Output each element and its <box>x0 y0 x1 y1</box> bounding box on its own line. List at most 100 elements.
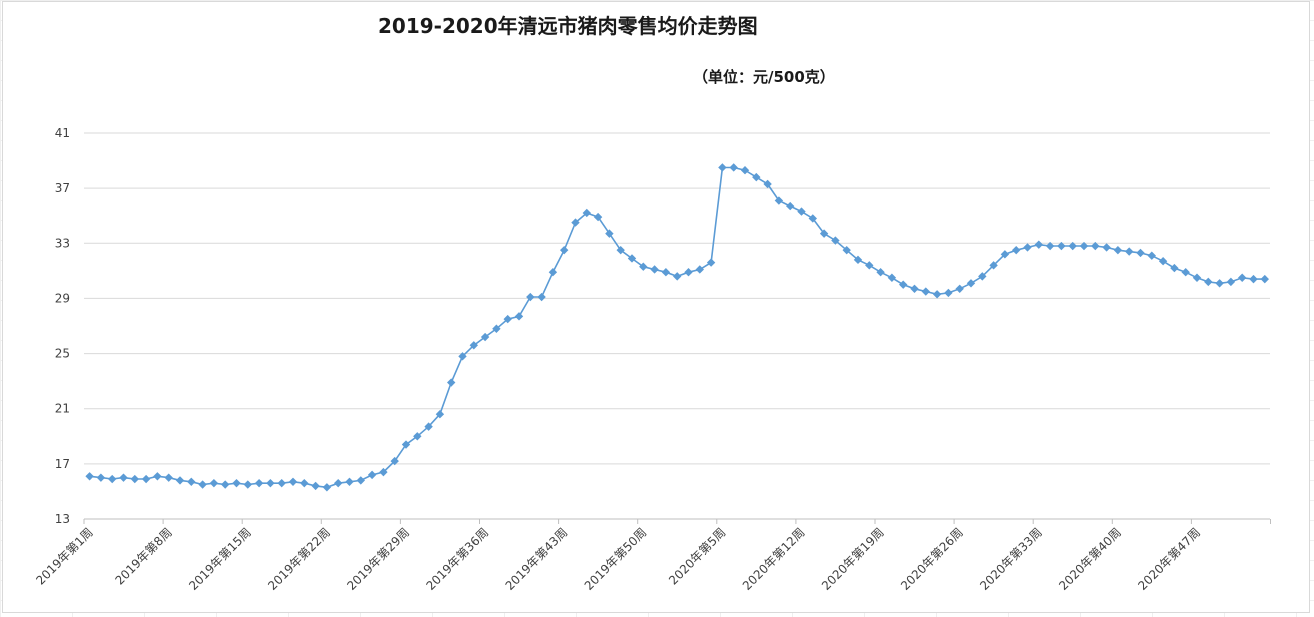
data-point[interactable] <box>141 474 151 484</box>
data-point[interactable] <box>1057 241 1066 251</box>
data-point[interactable] <box>153 472 162 481</box>
data-point[interactable] <box>1068 241 1077 251</box>
data-point[interactable] <box>966 279 976 288</box>
data-point[interactable] <box>740 166 750 175</box>
data-point[interactable] <box>401 440 411 449</box>
data-point[interactable] <box>108 474 117 484</box>
data-point[interactable] <box>1113 245 1123 255</box>
data-point[interactable] <box>571 218 580 227</box>
data-point[interactable] <box>718 163 727 172</box>
data-point[interactable] <box>119 473 128 482</box>
data-point[interactable] <box>367 470 377 480</box>
data-point[interactable] <box>1102 243 1111 252</box>
data-point[interactable] <box>198 480 207 489</box>
data-point[interactable] <box>85 472 94 481</box>
data-point[interactable] <box>311 481 320 491</box>
data-point[interactable] <box>175 476 185 485</box>
data-point[interactable] <box>786 201 795 211</box>
data-point[interactable] <box>221 480 230 489</box>
data-point[interactable] <box>1158 257 1168 266</box>
data-point[interactable] <box>1249 274 1258 284</box>
data-point[interactable] <box>1226 277 1236 287</box>
data-point[interactable] <box>379 467 388 477</box>
data-point[interactable] <box>899 280 908 289</box>
data-point[interactable] <box>955 284 964 293</box>
data-point[interactable] <box>1023 243 1032 252</box>
data-point[interactable] <box>356 476 365 485</box>
data-point[interactable] <box>1215 279 1224 288</box>
data-point[interactable] <box>164 473 173 482</box>
data-point[interactable] <box>605 229 614 238</box>
data-point[interactable] <box>752 172 761 182</box>
data-point[interactable] <box>503 314 512 324</box>
data-point[interactable] <box>424 422 433 431</box>
data-point[interactable] <box>932 290 942 299</box>
data-point[interactable] <box>480 332 490 342</box>
data-point[interactable] <box>989 261 998 270</box>
data-point[interactable] <box>345 477 354 486</box>
data-point[interactable] <box>1147 251 1156 260</box>
data-point[interactable] <box>921 287 930 296</box>
data-point[interactable] <box>560 245 569 255</box>
data-point[interactable] <box>187 477 196 486</box>
data-point[interactable] <box>334 478 343 488</box>
data-point[interactable] <box>232 478 241 488</box>
data-point[interactable] <box>695 265 704 274</box>
data-point[interactable] <box>808 214 817 223</box>
data-point[interactable] <box>526 292 535 302</box>
data-point[interactable] <box>435 410 445 419</box>
data-point[interactable] <box>944 288 953 298</box>
data-point[interactable] <box>593 212 603 222</box>
data-point[interactable] <box>209 478 219 488</box>
data-point[interactable] <box>130 474 139 484</box>
data-point[interactable] <box>1000 250 1010 259</box>
data-point[interactable] <box>243 480 252 489</box>
data-point[interactable] <box>537 292 546 302</box>
data-point[interactable] <box>1079 241 1089 251</box>
data-point[interactable] <box>706 258 716 267</box>
data-point[interactable] <box>684 268 693 277</box>
data-point[interactable] <box>322 483 332 492</box>
data-point[interactable] <box>413 432 422 441</box>
data-point[interactable] <box>729 163 738 172</box>
data-point[interactable] <box>1045 241 1055 251</box>
data-point[interactable] <box>288 477 298 486</box>
data-point[interactable] <box>1034 240 1043 249</box>
data-point[interactable] <box>1260 274 1269 284</box>
data-point[interactable] <box>548 268 558 277</box>
data-point[interactable] <box>763 179 772 189</box>
data-point[interactable] <box>492 324 501 333</box>
data-point[interactable] <box>910 284 919 293</box>
data-point[interactable] <box>514 312 524 321</box>
data-point[interactable] <box>673 272 682 281</box>
data-point[interactable] <box>639 262 648 271</box>
data-point[interactable] <box>627 254 637 263</box>
data-point[interactable] <box>469 341 478 350</box>
data-point[interactable] <box>300 478 309 488</box>
data-point[interactable] <box>842 245 851 255</box>
data-point[interactable] <box>1238 273 1247 282</box>
data-point[interactable] <box>390 456 399 466</box>
data-point[interactable] <box>616 245 625 255</box>
data-point[interactable] <box>797 207 806 216</box>
data-point[interactable] <box>266 478 275 488</box>
data-point[interactable] <box>254 478 264 488</box>
data-point[interactable] <box>582 208 591 218</box>
data-point[interactable] <box>978 272 987 281</box>
data-point[interactable] <box>1012 245 1021 255</box>
data-point[interactable] <box>1181 268 1190 277</box>
data-point[interactable] <box>650 265 659 274</box>
data-point[interactable] <box>447 378 456 387</box>
data-point[interactable] <box>1091 241 1100 251</box>
data-point[interactable] <box>277 478 286 488</box>
data-point[interactable] <box>458 352 467 361</box>
data-point[interactable] <box>1170 263 1179 273</box>
data-point[interactable] <box>661 268 671 277</box>
data-point[interactable] <box>774 196 784 205</box>
data-point[interactable] <box>819 229 829 238</box>
data-point[interactable] <box>96 473 106 482</box>
data-point[interactable] <box>1125 247 1134 256</box>
data-point[interactable] <box>853 255 863 265</box>
data-point[interactable] <box>1204 277 1213 287</box>
